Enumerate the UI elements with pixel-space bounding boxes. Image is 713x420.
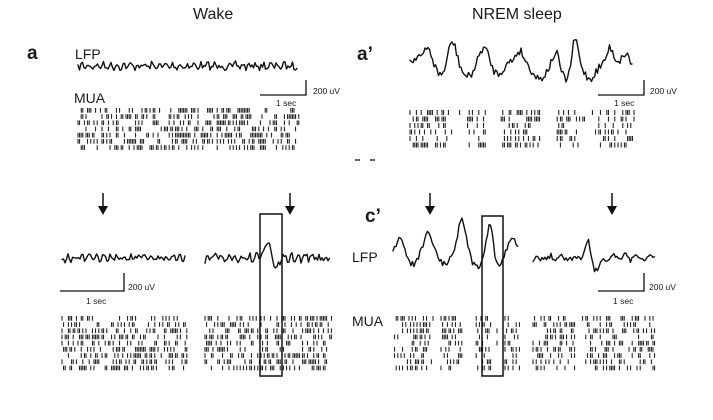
scale-amp-a-prime: 200 uV [650, 86, 677, 96]
down-arrow-icon [425, 193, 435, 215]
mua-raster-c-right [532, 316, 656, 371]
scale-time-a-prime: 1 sec [614, 98, 635, 108]
panel-letter-a-prime: a’ [357, 44, 373, 65]
mua-raster-b-right [204, 316, 332, 371]
mua-label-c: MUA [352, 313, 384, 329]
lfp-trace-b-left [61, 253, 186, 264]
down-arrow-icon [285, 193, 295, 215]
mua-raster-a-prime [409, 110, 635, 148]
scale-bar-b [60, 273, 125, 292]
highlight-box-wake [259, 213, 283, 377]
panel-letter-c-prime: c’ [365, 206, 381, 227]
lfp-trace-b-right [204, 242, 331, 269]
scale-amp-a: 200 uV [313, 86, 340, 96]
lfp-trace-c-right [532, 238, 656, 273]
highlight-box-nrem [481, 215, 504, 377]
mua-raster-c-left [394, 316, 520, 371]
scale-time-a: 1 sec [276, 98, 297, 108]
lfp-label-c: LFP [352, 249, 378, 265]
down-arrow-icon [607, 193, 617, 215]
scale-amp-b: 200 uV [128, 282, 155, 292]
scale-time-c: 1 sec [613, 296, 634, 306]
scale-amp-c: 200 uV [649, 282, 676, 292]
nrem-heading: NREM sleep [472, 6, 562, 23]
lfp-label-a: LFP [75, 46, 101, 62]
scale-time-b: 1 sec [86, 296, 107, 306]
mua-raster-b-left [61, 316, 188, 371]
scale-bar-a [260, 80, 307, 96]
mua-label-a: MUA [74, 90, 106, 106]
scale-bar-c [598, 273, 645, 292]
mua-raster-a [77, 108, 300, 150]
scale-bar-a-prime [598, 80, 645, 96]
lfp-trace-c-left [392, 217, 519, 270]
lfp-trace-a-prime [409, 39, 633, 83]
wake-heading: Wake [193, 6, 234, 23]
lfp-trace-a [77, 60, 298, 72]
down-arrow-icon [98, 193, 108, 215]
panel-letter-a: a [27, 43, 38, 64]
